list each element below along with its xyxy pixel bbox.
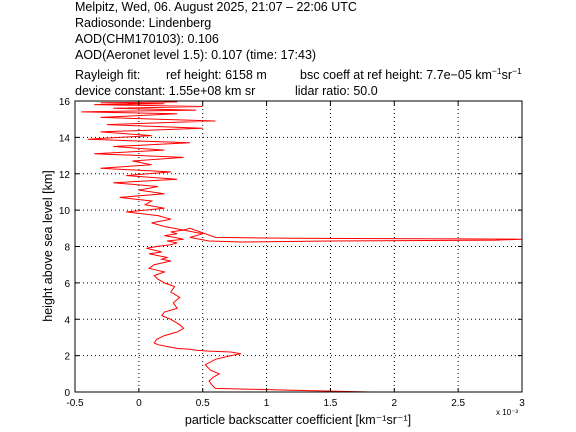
- series-line: [81, 101, 523, 393]
- header-location-time: Melpitz, Wed, 06. August 2025, 21:07 – 2…: [75, 0, 357, 14]
- header-aod-chm: AOD(CHM170103): 0.106: [75, 32, 219, 46]
- header-lidar-ratio: lidar ratio: 50.0: [295, 84, 378, 98]
- x-tick-label: 3: [519, 398, 525, 409]
- y-tick-label: 16: [59, 97, 71, 108]
- y-tick-label: 6: [64, 279, 70, 290]
- y-tick-label: 14: [59, 133, 71, 144]
- header-radiosonde: Radiosonde: Lindenberg: [75, 16, 212, 30]
- x-tick-label: 0.5: [196, 398, 210, 409]
- x-tick-label: 2.5: [451, 398, 465, 409]
- header-bsc-coeff-text: bsc coeff at ref height: 7.7e−05 km: [300, 68, 492, 82]
- header-ref-height: ref height: 6158 m: [166, 68, 267, 82]
- x-axis-label: particle backscatter coefficient [km⁻¹sr…: [185, 413, 411, 427]
- y-tick-label: 8: [64, 243, 70, 254]
- header-aod-aeronet: AOD(Aeronet level 1.5): 0.107 (time: 17:…: [75, 48, 317, 62]
- y-tick-label: 12: [59, 170, 71, 181]
- x-tick-label: 1: [264, 398, 270, 409]
- grid-lines: [75, 101, 522, 392]
- y-tick-label: 10: [59, 206, 71, 217]
- x-tick-label: 1.5: [323, 398, 337, 409]
- header-device-constant: device constant: 1.55e+08 km sr: [75, 84, 256, 98]
- y-tick-label: 2: [64, 352, 70, 363]
- header-bsc-coeff: bsc coeff at ref height: 7.7e−05 km−1sr−…: [300, 65, 522, 82]
- x-tick-label: 2: [392, 398, 398, 409]
- y-axis-ticks: 0 2 4 6 8 10 12 14 16: [59, 97, 522, 399]
- x-tick-label: 0: [136, 398, 142, 409]
- x-axis-ticks: -0.5 0 0.5 1 1.5 2 2.5 3: [66, 101, 525, 409]
- series-layer: [81, 101, 523, 393]
- header-rayleigh-label: Rayleigh fit:: [75, 68, 141, 82]
- y-tick-label: 0: [64, 388, 70, 399]
- y-tick-label: 4: [64, 315, 70, 326]
- y-axis-label: height above sea level [km]: [41, 170, 55, 321]
- x-tick-label: -0.5: [66, 398, 84, 409]
- x-axis-multiplier: x 10⁻³: [496, 408, 518, 417]
